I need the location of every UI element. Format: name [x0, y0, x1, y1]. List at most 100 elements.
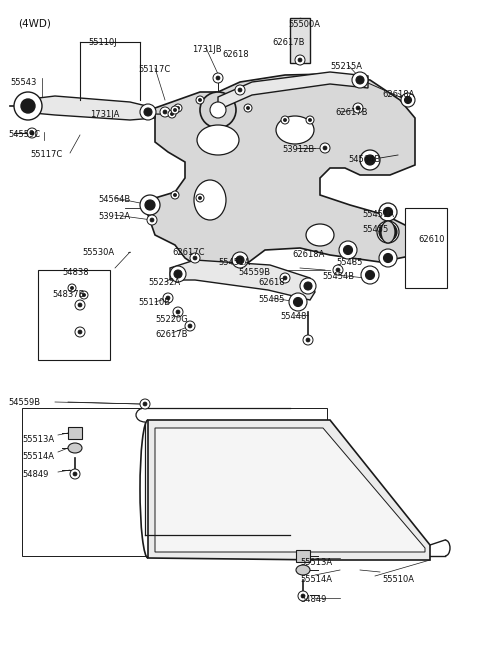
Circle shape: [336, 268, 340, 272]
Circle shape: [145, 200, 155, 210]
Text: 55451A: 55451A: [218, 258, 250, 267]
Circle shape: [147, 215, 157, 225]
Text: 54559B: 54559B: [8, 398, 40, 407]
Polygon shape: [170, 260, 315, 300]
Circle shape: [14, 92, 42, 120]
Circle shape: [320, 143, 330, 153]
Text: 55117C: 55117C: [30, 150, 62, 159]
Ellipse shape: [296, 565, 310, 575]
Text: 62618: 62618: [222, 50, 249, 59]
Circle shape: [379, 249, 397, 267]
Circle shape: [308, 119, 312, 122]
Text: 55110B: 55110B: [138, 298, 170, 307]
Text: 54837B: 54837B: [52, 290, 84, 299]
Ellipse shape: [197, 125, 239, 155]
Text: 55232A: 55232A: [148, 278, 180, 287]
Circle shape: [163, 293, 173, 303]
Ellipse shape: [306, 224, 334, 246]
Circle shape: [140, 399, 150, 409]
Text: 55500A: 55500A: [288, 20, 320, 29]
Circle shape: [384, 208, 393, 217]
Circle shape: [323, 146, 327, 150]
Text: 55448: 55448: [280, 312, 306, 321]
Circle shape: [190, 253, 200, 263]
Circle shape: [295, 55, 305, 65]
Circle shape: [80, 291, 88, 299]
Circle shape: [200, 92, 236, 128]
Text: 53912A: 53912A: [98, 212, 130, 221]
Text: 54564B: 54564B: [348, 155, 380, 164]
Circle shape: [196, 194, 204, 202]
Circle shape: [379, 203, 397, 221]
Circle shape: [68, 284, 76, 292]
Text: 1731JB: 1731JB: [192, 45, 222, 54]
Circle shape: [196, 96, 204, 104]
Circle shape: [73, 472, 77, 476]
Circle shape: [177, 106, 180, 109]
Circle shape: [289, 293, 307, 311]
Circle shape: [344, 246, 352, 255]
Bar: [22, 408, 327, 556]
Circle shape: [174, 104, 182, 112]
Polygon shape: [218, 72, 368, 110]
Circle shape: [168, 110, 176, 118]
Ellipse shape: [194, 180, 226, 220]
Circle shape: [213, 73, 223, 83]
Circle shape: [198, 98, 202, 102]
Circle shape: [280, 273, 290, 283]
Circle shape: [300, 278, 316, 294]
Circle shape: [143, 402, 147, 406]
Circle shape: [210, 102, 226, 118]
Circle shape: [174, 270, 182, 278]
Text: 62618: 62618: [258, 278, 285, 287]
Circle shape: [303, 335, 313, 345]
Circle shape: [173, 108, 177, 111]
Text: 55451A: 55451A: [362, 210, 394, 219]
Circle shape: [216, 76, 220, 80]
Circle shape: [244, 104, 252, 112]
Text: 55514A: 55514A: [300, 575, 332, 584]
Circle shape: [361, 266, 379, 284]
Circle shape: [144, 108, 152, 116]
Circle shape: [365, 155, 375, 165]
Circle shape: [160, 107, 170, 117]
Text: 62617B: 62617B: [272, 38, 304, 47]
Circle shape: [140, 195, 160, 215]
Circle shape: [171, 106, 179, 114]
Text: 55454B: 55454B: [322, 272, 354, 281]
Circle shape: [170, 113, 174, 115]
Bar: [296, 550, 310, 562]
Circle shape: [198, 196, 202, 200]
Circle shape: [78, 330, 82, 334]
Text: 55530A: 55530A: [82, 248, 114, 257]
Circle shape: [365, 271, 374, 280]
Circle shape: [283, 276, 287, 280]
Circle shape: [83, 293, 85, 297]
Text: 54559C: 54559C: [8, 130, 40, 139]
Circle shape: [140, 104, 156, 120]
Text: 55510A: 55510A: [382, 575, 414, 584]
Circle shape: [353, 103, 363, 113]
Text: 55514A: 55514A: [22, 452, 54, 461]
Circle shape: [71, 286, 73, 290]
Circle shape: [306, 116, 314, 124]
Circle shape: [75, 300, 85, 310]
Circle shape: [384, 253, 393, 263]
Circle shape: [163, 110, 167, 114]
Circle shape: [339, 241, 357, 259]
Circle shape: [185, 321, 195, 331]
Circle shape: [246, 106, 250, 109]
Circle shape: [283, 119, 287, 122]
Text: 55513A: 55513A: [300, 558, 332, 567]
Text: 54849: 54849: [22, 470, 48, 479]
Circle shape: [173, 307, 183, 317]
Circle shape: [21, 99, 35, 113]
Text: 55455: 55455: [362, 225, 388, 234]
Bar: [290, 18, 310, 63]
Polygon shape: [148, 420, 430, 560]
Circle shape: [173, 193, 177, 196]
Polygon shape: [22, 96, 155, 120]
Polygon shape: [155, 428, 425, 552]
Ellipse shape: [68, 443, 82, 453]
Circle shape: [298, 591, 308, 601]
